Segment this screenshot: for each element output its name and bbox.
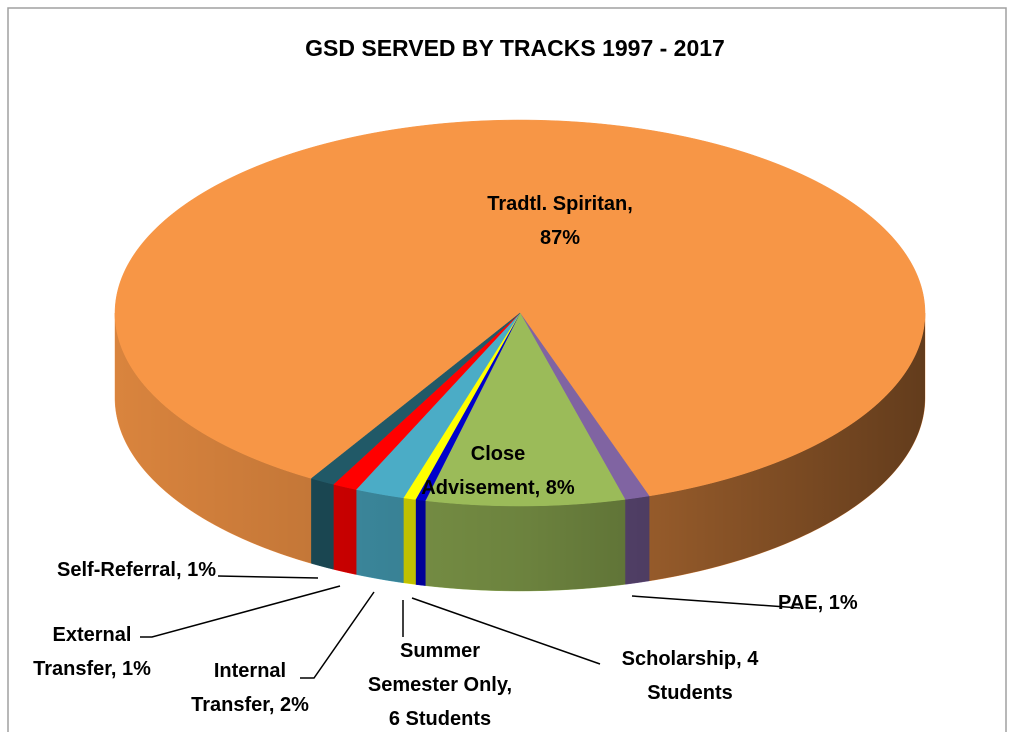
data-label: Close Advisement, 8% — [421, 443, 575, 499]
data-label: Scholarship, 4 Students — [622, 648, 760, 704]
slice — [332, 312, 521, 490]
slice — [114, 119, 926, 497]
data-label: External Transfer, 1% — [33, 624, 151, 680]
leader-line — [140, 585, 341, 638]
data-label: PAE, 1% — [778, 592, 858, 614]
leader-line — [300, 591, 375, 679]
chart-title: GSD SERVED BY TRACKS 1997 - 2017 — [305, 35, 725, 61]
slice — [519, 312, 650, 500]
data-label: Tradtl. Spiritan, 87% — [487, 193, 633, 249]
leader-line — [411, 597, 601, 665]
slice — [310, 312, 521, 485]
side-shade — [115, 313, 925, 591]
slice — [424, 312, 626, 507]
leader-line — [631, 595, 801, 609]
leader-line — [217, 575, 319, 579]
data-label: Summer Semester Only, 6 Students — [368, 640, 512, 730]
slice — [355, 312, 521, 499]
data-label: Self-Referral, 1% — [57, 559, 216, 581]
data-label: Internal Transfer, 2% — [191, 660, 309, 716]
chart-border — [7, 7, 1007, 732]
